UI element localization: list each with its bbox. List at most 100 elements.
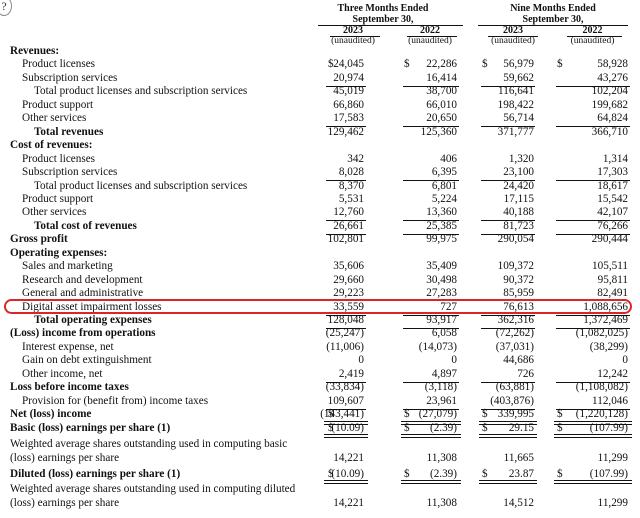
row-value: 128,048	[327, 314, 364, 326]
row-value: 24,420	[503, 179, 534, 192]
subtotal-rule	[481, 408, 535, 410]
row-value: 56,979	[503, 58, 534, 71]
row-label: Total product licenses and subscription …	[34, 85, 248, 98]
total-double-rule	[401, 434, 461, 439]
dollar-sign: $	[557, 468, 563, 481]
row-value: 29,660	[333, 273, 364, 286]
row-value: 5,531	[338, 192, 364, 205]
year-header-4: 2022	[582, 25, 603, 36]
row-value: (11,006)	[326, 340, 364, 353]
row-value: 198,422	[497, 98, 534, 111]
row-value: 43,276	[597, 71, 628, 84]
row-value: 66,010	[426, 98, 457, 111]
dollar-sign: $	[328, 468, 334, 481]
row-label: Sales and marketing	[22, 260, 113, 273]
table-row: Sales and marketing 35,606 35,409 109,372 10…	[0, 260, 640, 273]
table-row: Gross profit 102,801 99,975 290,054 290,444	[0, 233, 640, 246]
row-value: 11,665	[503, 452, 534, 465]
row-value: 6,395	[431, 166, 457, 179]
row-value: 1,314	[602, 152, 628, 165]
row-value: 109,372	[497, 260, 534, 273]
total-double-rule	[401, 480, 461, 485]
subtotal-rule	[556, 327, 630, 329]
table-row: General and administrative 29,223 27,283 85…	[0, 287, 640, 300]
row-value: 366,710	[591, 125, 628, 138]
row-value: (1,082,025)	[575, 327, 628, 340]
row-value: 105,511	[592, 260, 628, 273]
row-label: Total operating expenses	[34, 314, 152, 326]
table-row: Subscription services 8,028 6,395 23,100 17,…	[0, 166, 640, 179]
row-value: 99,975	[426, 233, 457, 246]
row-label: General and administrative	[22, 287, 144, 300]
subtotal-rule	[556, 233, 630, 235]
table-row: Basic (loss) earnings per share (1) $ (10.…	[0, 422, 640, 435]
subtotal-rule	[481, 314, 535, 316]
dollar-sign: $	[404, 408, 410, 421]
row-value: 727	[440, 300, 457, 313]
subtotal-rule	[481, 126, 535, 128]
row-value: 1,320	[508, 152, 534, 165]
row-value: 76,266	[597, 219, 628, 232]
row-value: 95,811	[597, 273, 628, 286]
row-value: 93,917	[426, 314, 457, 326]
row-label: Research and development	[22, 273, 143, 286]
row-value: 59,662	[503, 71, 534, 84]
year-header-3: 2023	[503, 25, 523, 36]
row-value: (37,031)	[495, 340, 534, 353]
table-row: Research and development 29,660 30,498 90,3…	[0, 274, 640, 287]
row-value: 11,299	[597, 452, 628, 465]
subtotal-rule	[326, 126, 366, 128]
row-value: 109,607	[327, 394, 364, 407]
table-row: Interest expense, net (11,006) (14,073) (37…	[0, 341, 640, 354]
row-value: 12,242	[597, 367, 628, 380]
row-value: 4,897	[431, 367, 457, 380]
row-value: 11,308	[426, 497, 457, 510]
row-label-continued: (loss) earnings per share	[10, 497, 120, 510]
table-row: Product licenses 342 406 1,320 1,314	[0, 153, 640, 166]
total-double-rule	[324, 434, 368, 439]
row-value: 17,303	[597, 166, 628, 179]
row-value: 26,661	[333, 219, 364, 232]
total-double-rule	[324, 420, 368, 425]
nine-months-underline	[478, 25, 628, 26]
row-label: Product support	[22, 192, 94, 205]
row-value: 129,462	[327, 125, 364, 138]
row-label: Weighted average shares outstanding used…	[10, 438, 288, 451]
row-value: 25,385	[426, 219, 457, 232]
subtotal-rule	[481, 85, 535, 87]
table-row: Total product licenses and subscription …	[0, 85, 640, 98]
dollar-sign: $	[328, 408, 334, 421]
subtotal-rule	[403, 381, 459, 383]
row-value: (107.99)	[589, 421, 628, 434]
table-row: Other services 12,760 13,360 40,188 42,107	[0, 206, 640, 219]
dollar-sign: $	[404, 421, 410, 434]
table-row: Total product licenses and subscription …	[0, 180, 640, 193]
row-value: 342	[347, 152, 364, 165]
total-double-rule	[479, 480, 537, 485]
table-row: Product licenses $24,045 $22,286 $56,979 $58…	[0, 58, 640, 71]
row-label: Net (loss) income	[10, 408, 92, 421]
unaudited-label-4: (unaudited)	[570, 36, 615, 46]
subtotal-rule	[326, 408, 366, 410]
row-value: 35,606	[333, 260, 364, 273]
year-header-2: 2022	[420, 25, 440, 36]
subtotal-rule	[481, 220, 535, 222]
subtotal-rule	[556, 408, 630, 410]
subtotal-rule	[556, 381, 630, 383]
table-row: Total cost of revenues 26,661 25,385 81,723…	[0, 220, 640, 233]
row-value: 18,617	[597, 179, 628, 192]
row-value: 13,360	[426, 206, 457, 219]
row-value: 0	[622, 354, 628, 367]
row-label: Weighted average shares outstanding used…	[10, 483, 296, 496]
row-value: 17,115	[503, 192, 534, 205]
highlight-oval	[4, 299, 632, 314]
subtotal-rule	[326, 220, 366, 222]
subtotal-rule	[403, 180, 459, 181]
total-double-rule	[479, 434, 537, 439]
row-value: 20,650	[426, 112, 457, 125]
table-row: Gain on debt extinguishment 0 0 44,686 0	[0, 354, 640, 367]
row-value: 14,221	[333, 452, 364, 465]
table-row: Product support 66,860 66,010 198,422 199,68…	[0, 99, 640, 112]
row-label: Digital asset impairment losses	[22, 300, 162, 313]
row-value: 116,641	[498, 85, 534, 98]
